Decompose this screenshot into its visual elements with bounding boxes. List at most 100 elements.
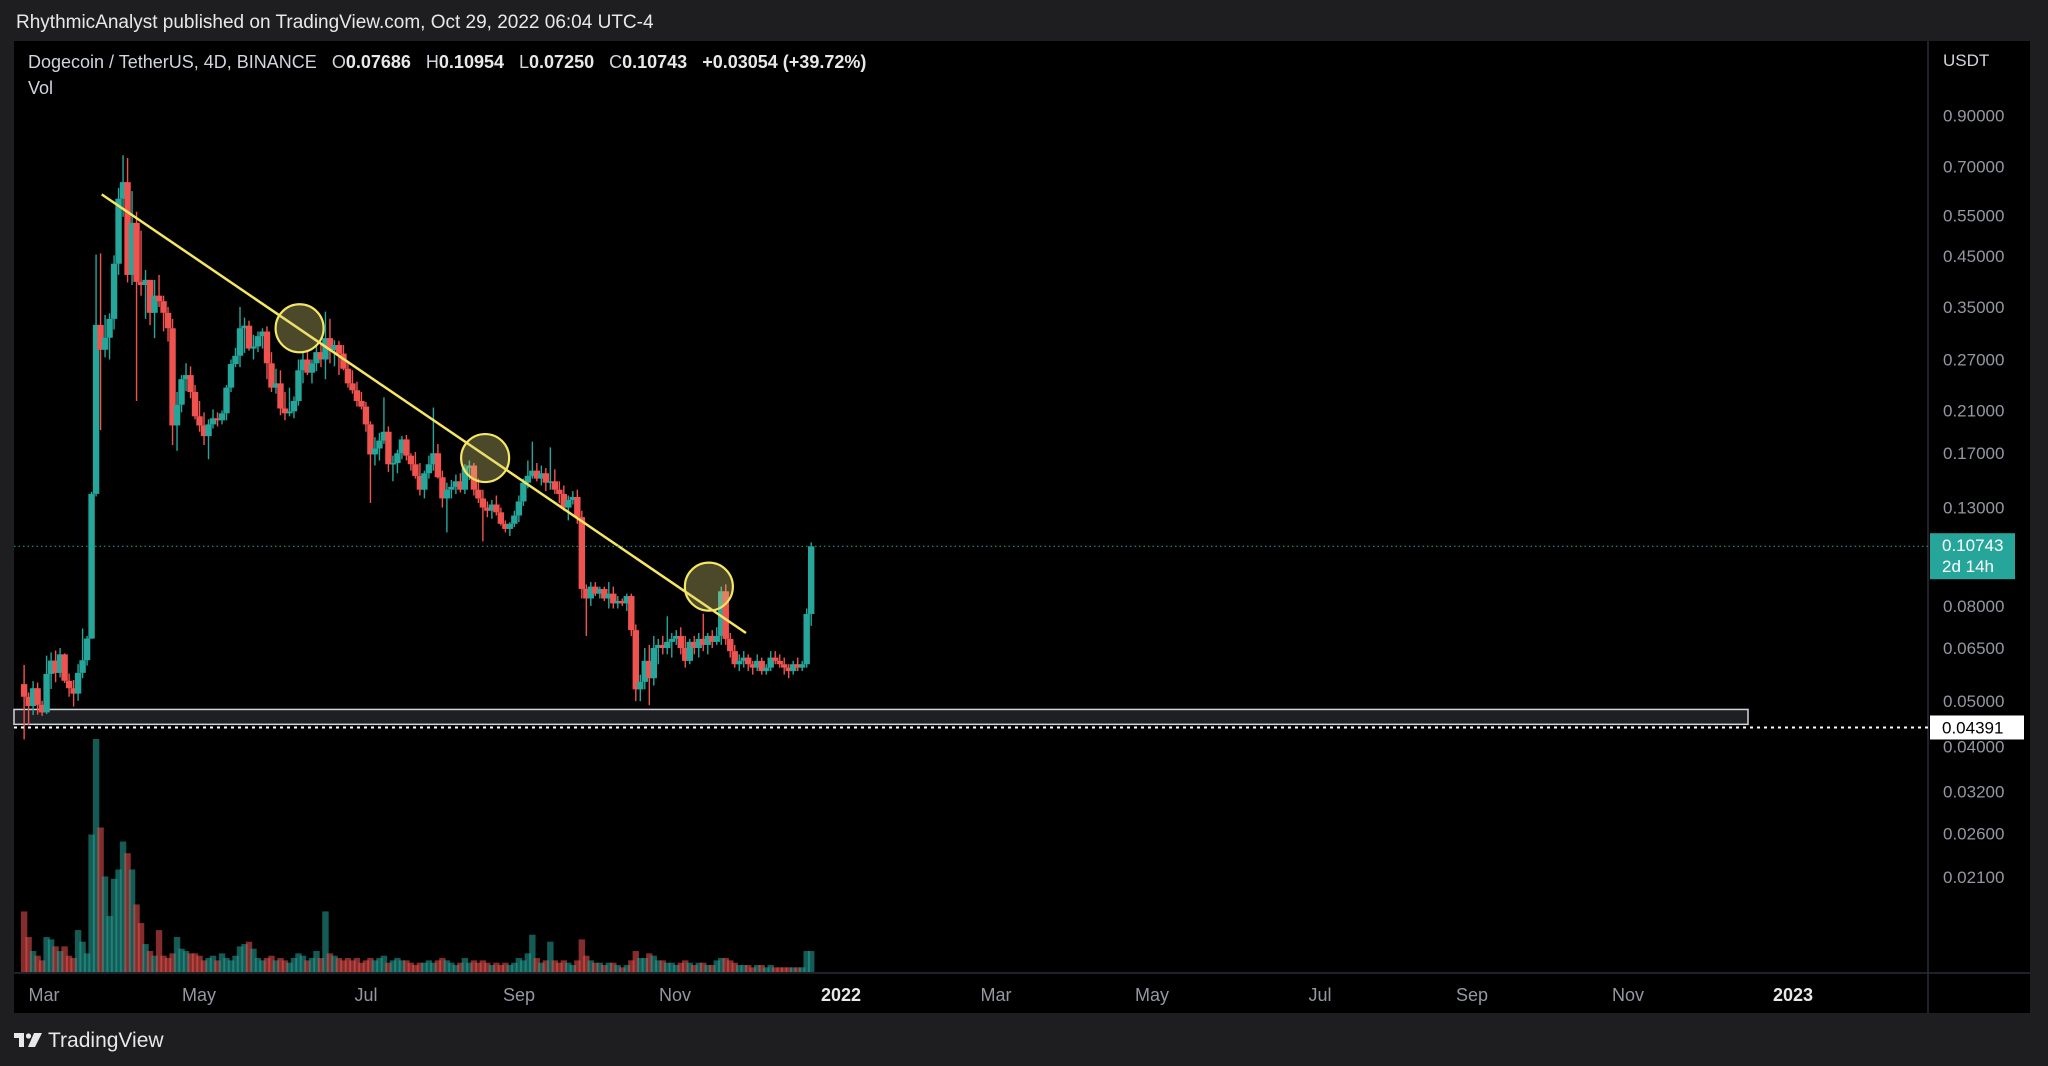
volume-bar (403, 960, 410, 972)
candle-body (124, 182, 131, 275)
candle-body (385, 431, 392, 465)
volume-bar (115, 869, 122, 972)
volume-bar (736, 965, 743, 972)
volume-bar (79, 941, 86, 972)
low-value: 0.07250 (529, 52, 595, 72)
candle-body (308, 363, 316, 373)
candle-body (367, 424, 374, 455)
candle-body (614, 600, 622, 604)
candle-body (745, 657, 752, 665)
volume-bar (97, 827, 104, 972)
candle-body (749, 664, 756, 668)
tradingview-brand[interactable]: TradingView (14, 1028, 164, 1054)
y-tick-label: 0.21000 (1943, 401, 2004, 420)
volume-bar (236, 946, 244, 972)
volume-bar (632, 951, 639, 972)
candle-body (610, 593, 617, 604)
volume-bar (772, 967, 779, 972)
volume-bar (110, 878, 118, 972)
volume-bar (547, 941, 554, 972)
candle-body (137, 281, 145, 286)
volume-bar (646, 953, 653, 972)
volume-bar (497, 965, 505, 972)
volume-bar (326, 953, 334, 972)
candle-body (151, 295, 158, 313)
volume-bar (722, 958, 729, 972)
candle-body (583, 588, 590, 599)
volume-bar (331, 955, 338, 972)
volume-bar (614, 965, 622, 972)
candle-body (353, 390, 361, 401)
volume-bar (200, 960, 208, 972)
volume-bar (479, 960, 487, 972)
candle-body (790, 664, 797, 672)
candle-body (529, 470, 536, 476)
volume-bar (718, 958, 725, 972)
volume-bar (502, 962, 509, 972)
volume-bar (38, 960, 46, 972)
candle-body (164, 312, 172, 329)
volume-bar (74, 930, 82, 972)
volume-bar (20, 911, 28, 972)
candle-body (236, 328, 244, 356)
candle-body (632, 630, 639, 690)
volume-bar (227, 960, 235, 972)
candle-body (79, 660, 86, 673)
candle-body (97, 324, 104, 350)
open-value: 0.07686 (345, 52, 411, 72)
candle-body (542, 473, 550, 483)
volume-bar (803, 951, 810, 972)
volume-bar (295, 953, 302, 972)
candle-body (38, 704, 46, 713)
candle-body (358, 400, 365, 407)
candle-body (457, 481, 464, 490)
symbol-name[interactable]: Dogecoin / TetherUS, 4D, BINANCE (28, 52, 317, 72)
candle-body (326, 338, 334, 350)
volume-bar (223, 958, 230, 972)
volume-bar (380, 955, 388, 972)
candle-body (686, 641, 693, 661)
candle-body (551, 481, 559, 490)
volume-bar (758, 965, 765, 972)
candle-body (142, 279, 149, 286)
y-tick-label: 0.02100 (1943, 868, 2004, 887)
volume-bar (794, 967, 801, 972)
candle-body (29, 688, 37, 707)
volume-bar (781, 967, 788, 972)
volume-bar (241, 944, 248, 972)
volume-bar (790, 967, 797, 972)
volume-legend[interactable]: Vol (28, 78, 54, 98)
volume-bar (349, 960, 356, 972)
candle-body (461, 468, 469, 490)
candle-body (470, 465, 478, 490)
volume-bar (421, 962, 428, 972)
candle-body (713, 635, 720, 642)
candle-body (452, 481, 460, 487)
volume-bar (290, 958, 298, 972)
volume-bar (430, 962, 437, 972)
candle-body (421, 473, 428, 490)
x-tick-label: May (1135, 985, 1169, 1005)
volume-bar (700, 962, 707, 972)
volume-bar (493, 962, 500, 972)
candle-body (655, 644, 662, 649)
high-value: 0.10954 (438, 52, 504, 72)
axis-unit-label: USDT (1943, 51, 1989, 70)
volume-bar (749, 967, 756, 972)
volume-bar (178, 948, 185, 972)
touch-point-circle (274, 303, 325, 354)
candle-body (286, 411, 293, 414)
candle-body (407, 455, 415, 465)
volume-bar (457, 962, 464, 972)
volume-bar (605, 962, 613, 972)
candle-body (799, 664, 806, 668)
candle-body (547, 481, 554, 483)
candle-body (628, 596, 635, 631)
candle-body (425, 464, 433, 474)
brand-name: TradingView (48, 1029, 164, 1052)
y-tick-label: 0.06500 (1943, 639, 2004, 658)
volume-bar (799, 967, 806, 972)
candle-body (101, 337, 109, 350)
candle-body (704, 635, 711, 645)
